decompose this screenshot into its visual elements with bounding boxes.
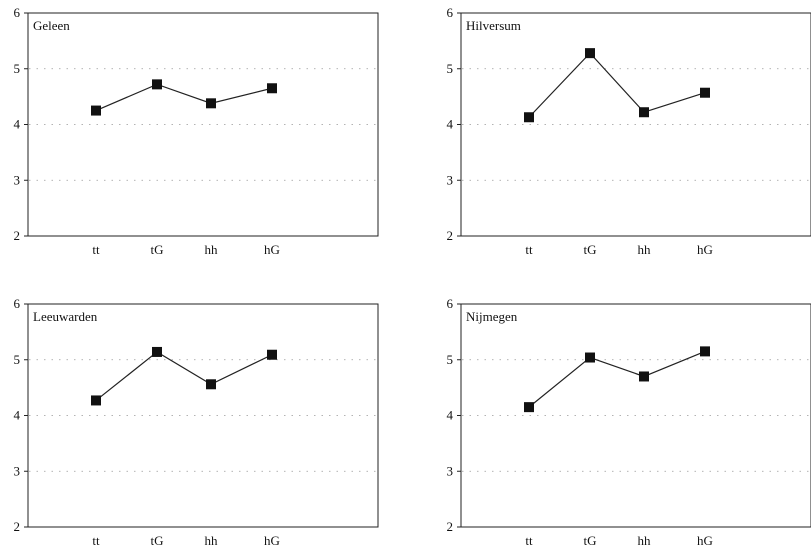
y-tick-label: 3: [14, 463, 21, 478]
x-tick-label: hG: [264, 533, 280, 548]
x-tick-label: hh: [205, 533, 219, 548]
x-tick-label: hh: [205, 242, 219, 257]
y-tick-label: 3: [447, 463, 454, 478]
x-tick-label: tG: [151, 242, 164, 257]
data-point-hh: [206, 379, 216, 390]
y-tick-label: 5: [447, 352, 454, 367]
x-tick-label: tt: [525, 242, 533, 257]
data-point-hh: [639, 371, 649, 382]
chart-panel-2: 2 3 4 5 6 tt tG hh hG Hilversum: [447, 5, 811, 257]
data-point-hh: [206, 98, 216, 109]
data-point-hh: [639, 107, 649, 118]
chart-panel-3: 2 3 4 5 6 tt tG hh hG Leeuwarden: [14, 296, 379, 548]
series-line: [95, 83, 273, 112]
panel-title: Geleen: [33, 18, 70, 33]
x-tick-label: hG: [697, 242, 713, 257]
data-point-tt: [524, 402, 534, 413]
chart-panel-1: 2 3 4 5 6 tt tG hh hG Geleen: [14, 5, 379, 257]
data-point-hG: [700, 346, 710, 357]
panel-title: Hilversum: [466, 18, 521, 33]
x-tick-label: tG: [584, 242, 597, 257]
data-point-hG: [700, 87, 710, 98]
y-tick-label: 3: [447, 172, 454, 187]
data-point-tG: [585, 352, 595, 363]
data-point-hG: [267, 349, 277, 360]
y-tick-label: 4: [14, 117, 21, 132]
panel-title: Nijmegen: [466, 309, 518, 324]
data-point-tG: [585, 48, 595, 59]
data-point-tG: [152, 79, 162, 90]
y-tick-label: 4: [447, 408, 454, 423]
x-tick-label: hG: [264, 242, 280, 257]
y-tick-label: 2: [447, 519, 454, 534]
data-point-tG: [152, 346, 162, 357]
y-tick-label: 5: [14, 352, 21, 367]
x-tick-label: tG: [584, 533, 597, 548]
y-tick-label: 3: [14, 172, 21, 187]
x-tick-label: tG: [151, 533, 164, 548]
y-tick-label: 6: [14, 5, 21, 20]
data-point-tt: [91, 395, 101, 406]
x-tick-label: hh: [638, 533, 652, 548]
series-line: [95, 351, 273, 401]
y-tick-label: 2: [14, 228, 21, 243]
x-tick-label: tt: [92, 242, 100, 257]
y-tick-label: 5: [447, 61, 454, 76]
chart-panel-4: 2 3 4 5 6 tt tG hh hG Nijmegen: [447, 296, 811, 548]
x-tick-label: hG: [697, 533, 713, 548]
data-point-hG: [267, 83, 277, 94]
y-tick-label: 4: [447, 117, 454, 132]
y-tick-label: 6: [14, 296, 21, 311]
y-tick-label: 2: [14, 519, 21, 534]
panel-title: Leeuwarden: [33, 309, 98, 324]
y-tick-label: 6: [447, 5, 454, 20]
series-line: [528, 350, 706, 408]
x-tick-label: hh: [638, 242, 652, 257]
data-point-tt: [524, 112, 534, 123]
data-point-tt: [91, 105, 101, 116]
y-tick-label: 4: [14, 408, 21, 423]
x-tick-label: tt: [525, 533, 533, 548]
series-line: [528, 52, 706, 118]
y-tick-label: 6: [447, 296, 454, 311]
y-tick-label: 5: [14, 61, 21, 76]
x-tick-label: tt: [92, 533, 100, 548]
y-tick-label: 2: [447, 228, 454, 243]
